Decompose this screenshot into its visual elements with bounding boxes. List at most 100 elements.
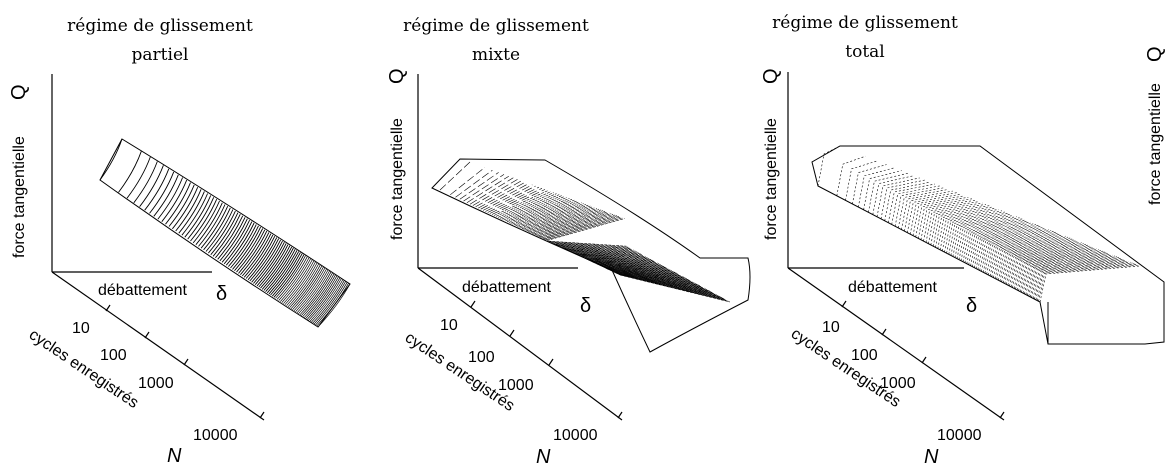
panel-partial-tick-label-10000: 10000 <box>193 427 238 444</box>
panel-total-rib <box>894 187 945 227</box>
panel-mixed-rib <box>534 211 608 236</box>
panel-partial-rib <box>168 184 195 227</box>
panel-mixed-rib <box>561 247 646 257</box>
panel-total-rib <box>1006 247 1095 285</box>
panel-total-title-line1: régime de glissement <box>772 13 958 33</box>
panel-mixed-rib <box>565 248 651 260</box>
panel-partial-rib <box>133 161 158 204</box>
panel-partial-rib <box>258 244 289 288</box>
panel-partial-rib <box>271 253 303 297</box>
panel-total-rib <box>972 229 1049 267</box>
panel-partial-rib <box>153 174 179 217</box>
panel-mixed-rib <box>596 263 696 284</box>
panel-mixed-rib <box>588 259 685 278</box>
panel-mixed-rib <box>556 244 639 254</box>
panel-partial-loop-surface <box>99 138 351 328</box>
panel-total-rib <box>918 199 976 239</box>
panel-partial-rib <box>219 218 248 262</box>
panel-mixed-rib <box>594 262 693 283</box>
panel-total-rib <box>876 177 920 217</box>
panel-total-cycle-ribs <box>817 145 1141 303</box>
panel-mixed-rib <box>573 252 663 266</box>
panel-partial-rib <box>313 281 347 325</box>
panel-total-rib <box>1001 244 1089 282</box>
panel-mixed-rib <box>566 249 653 261</box>
panel-partial-rib <box>266 250 298 294</box>
panel-total-rib <box>989 238 1073 276</box>
panel-total-rib <box>1009 249 1099 287</box>
panel-partial-rib <box>302 273 335 317</box>
panel-mixed-tick-label-100: 100 <box>468 349 495 366</box>
panel-partial-title-line1: régime de glissement <box>67 16 253 36</box>
panel-mixed-rib <box>540 214 616 238</box>
panel-partial-cycle-ribs <box>99 138 351 328</box>
panel-partial-rib <box>287 263 319 308</box>
panel-mixed-rib <box>554 243 636 252</box>
panel-total-rib <box>950 217 1020 256</box>
panel-mixed-rib <box>510 199 573 224</box>
panel-mixed-rib <box>503 195 562 221</box>
panel-mixed-rib <box>489 188 543 214</box>
panel-partial-tick-1000 <box>183 358 189 366</box>
panel-total-rib <box>998 243 1084 281</box>
panel-partial-rib <box>247 237 278 281</box>
panel-mixed-y-label: force tangentielle <box>389 118 406 240</box>
panel-partial-rib <box>192 200 220 244</box>
panel-mixed-rib <box>533 211 606 235</box>
panel-total-rib <box>920 201 980 240</box>
panel-partial-rib <box>208 210 236 254</box>
panel-total-y-symbol: Q <box>760 68 782 84</box>
panel-partial-rib <box>283 260 315 304</box>
panel-mixed-rib <box>550 242 631 249</box>
panel-partial-rib <box>161 179 188 222</box>
panel-mixed-rib <box>567 249 655 262</box>
panel-partial-rib <box>281 259 313 303</box>
panel-total-rib <box>912 197 969 236</box>
panel-total-rib <box>915 198 973 238</box>
panel-mixed-rib <box>543 216 619 239</box>
panel-partial-rib <box>190 199 218 242</box>
panel-mixed-rib <box>548 240 627 247</box>
panel-mixed-rib <box>580 256 674 272</box>
panel-total-tick-label-100: 100 <box>851 347 878 364</box>
panel-total-outline <box>811 145 1165 345</box>
panel-mixed-rib <box>579 255 672 271</box>
panel-mixed-rib <box>615 272 724 299</box>
panel-total-rib <box>970 228 1047 266</box>
panel-total-rib <box>1013 251 1105 289</box>
panel-mixed-n-label: cycles enregistrés <box>402 329 518 415</box>
panel-mixed-rib <box>571 252 661 265</box>
panel-partial-rib <box>178 191 205 234</box>
panel-partial-tick-10000 <box>259 411 265 419</box>
panel-partial-tick-10 <box>105 304 111 312</box>
panel-total-rib <box>988 237 1071 276</box>
panel-total-rib <box>1024 257 1120 294</box>
panel-mixed-rib <box>576 254 668 269</box>
panel-mixed-rib <box>564 248 650 259</box>
panel-total-rib <box>979 233 1059 271</box>
panel-mixed-rib <box>610 270 717 296</box>
panel-partial-rib <box>310 279 344 323</box>
panel-mixed-rib <box>570 251 660 265</box>
panel-mixed-rib <box>515 201 580 226</box>
panel-total-rib <box>935 209 999 248</box>
panel-total-rib <box>1007 248 1097 286</box>
panel-partial-rib <box>312 280 345 324</box>
panel-total-rib <box>1034 262 1133 300</box>
panel-partial-rib <box>236 229 266 273</box>
panel-mixed-tick-label-1000: 1000 <box>498 377 534 394</box>
panel-mixed-rib <box>569 251 658 264</box>
panel-mixed-rib <box>545 217 623 241</box>
panel-total-rib <box>993 240 1078 278</box>
panel-mixed-rib <box>439 161 471 191</box>
panel-mixed-rib <box>512 199 575 225</box>
panel-mixed-rib <box>537 213 612 237</box>
panel-partial-rib <box>292 266 324 311</box>
panel-total-rib <box>996 242 1082 280</box>
panel-total-rib <box>1015 252 1108 290</box>
panel-partial-rib <box>99 138 123 181</box>
panel-total-rib <box>952 218 1023 257</box>
panel-partial-n-label: cycles enregistrés <box>26 326 142 412</box>
panel-partial-rib <box>232 226 262 270</box>
panel-mixed-rib <box>532 210 604 234</box>
